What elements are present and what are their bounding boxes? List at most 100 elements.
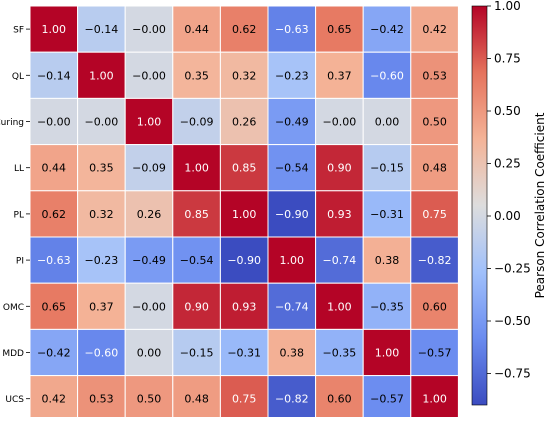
cell-value-label: −0.60 — [370, 69, 404, 82]
cell-value-label: 0.90 — [184, 300, 209, 313]
cell-value-label: −0.00 — [132, 23, 166, 36]
cell-value-label: −0.35 — [370, 300, 404, 313]
heatmap-cell — [29, 190, 79, 238]
cell-value-label: 1.00 — [42, 23, 67, 36]
heatmap-cell — [77, 144, 126, 192]
cell-value-label: −0.57 — [370, 393, 404, 406]
cell-value-label: 0.53 — [422, 69, 447, 82]
heatmap-cell — [219, 282, 269, 330]
cell-value-label: −0.90 — [227, 254, 261, 267]
cell-value-label: 0.75 — [422, 208, 447, 221]
heatmap-cell — [410, 375, 459, 421]
cell-value-label: −0.49 — [275, 116, 309, 129]
heatmap-cell — [410, 51, 459, 99]
heatmap-cell — [29, 328, 79, 377]
cell-value-label: 0.62 — [232, 23, 257, 36]
cell-value-label: −0.82 — [418, 254, 452, 267]
cell-value-label: 1.00 — [422, 393, 447, 406]
cell-value-label: 0.65 — [327, 23, 352, 36]
cell-value-label: 0.48 — [184, 393, 209, 406]
heatmap-cell — [124, 5, 174, 53]
heatmap-cell — [77, 282, 126, 330]
cell-value-label: −0.54 — [275, 162, 309, 175]
heatmap-cells: 1.00 −0.14 −0.00 0.44 0.62 −0.63 0.65 −0.42 0.42… — [29, 5, 459, 421]
heatmap-cell — [315, 328, 364, 377]
cell-value-label: −0.00 — [85, 116, 119, 129]
cell-value-label: 0.90 — [327, 162, 352, 175]
cell-value-label: 0.26 — [232, 116, 257, 129]
colorbar-label: Pearson Correlation Coefficient — [533, 112, 547, 298]
colorbar-tick-label: −0.50 — [494, 314, 531, 328]
heatmap-cell — [315, 190, 364, 238]
cell-value-label: 0.32 — [232, 69, 257, 82]
cell-value-label: −0.15 — [370, 162, 404, 175]
cell-value-label: 0.26 — [137, 208, 162, 221]
y-tick-label: LL — [14, 164, 24, 174]
heatmap-cell — [124, 97, 174, 146]
cell-value-label: −0.00 — [132, 69, 166, 82]
cell-value-label: 0.44 — [42, 162, 67, 175]
heatmap-cell — [267, 190, 317, 238]
heatmap-cell — [172, 375, 221, 421]
cell-value-label: −0.00 — [37, 116, 71, 129]
heatmap-cell — [172, 97, 221, 146]
cell-value-label: 0.38 — [375, 254, 400, 267]
cell-value-label: 0.35 — [89, 162, 114, 175]
cell-value-label: −0.00 — [132, 300, 166, 313]
y-tick-label: PI — [16, 257, 24, 267]
heatmap-cell — [219, 375, 269, 421]
cell-value-label: −0.82 — [275, 393, 309, 406]
cell-value-label: 1.00 — [375, 347, 400, 360]
colorbar-tick-label: −0.25 — [494, 262, 531, 276]
heatmap-cell — [315, 282, 364, 330]
cell-value-label: −0.54 — [180, 254, 214, 267]
cell-value-label: 0.00 — [375, 116, 400, 129]
colorbar-tick-label: −0.75 — [494, 367, 531, 381]
cell-value-label: 0.93 — [327, 208, 352, 221]
heatmap-cell — [219, 51, 269, 99]
y-tick-label: PL — [14, 210, 24, 220]
cell-value-label: 0.65 — [42, 300, 67, 313]
heatmap-cell — [219, 97, 269, 146]
cell-value-label: −0.23 — [275, 69, 309, 82]
heatmap-cell — [362, 236, 412, 284]
heatmap-cell — [77, 236, 126, 284]
cell-value-label: −0.09 — [180, 116, 214, 129]
cell-value-label: 1.00 — [327, 300, 352, 313]
heatmap-cell — [124, 190, 174, 238]
cell-value-label: 0.93 — [232, 300, 257, 313]
heatmap-cell — [410, 190, 459, 238]
heatmap-cell — [315, 51, 364, 99]
cell-value-label: 0.60 — [422, 300, 447, 313]
cell-value-label: 0.50 — [137, 393, 162, 406]
heatmap-cell — [29, 51, 79, 99]
cell-value-label: −0.74 — [323, 254, 357, 267]
cell-value-label: 0.38 — [280, 347, 305, 360]
heatmap-cell — [410, 236, 459, 284]
cell-value-label: 0.37 — [327, 69, 352, 82]
heatmap-cell — [410, 144, 459, 192]
heatmap-cell — [219, 328, 269, 377]
cell-value-label: 0.42 — [42, 393, 67, 406]
heatmap-cell — [124, 51, 174, 99]
cell-value-label: 0.48 — [422, 162, 447, 175]
heatmap-cell — [172, 236, 221, 284]
cell-value-label: −0.90 — [275, 208, 309, 221]
heatmap-cell — [362, 5, 412, 53]
cell-value-label: −0.63 — [275, 23, 309, 36]
cell-value-label: 0.85 — [184, 208, 209, 221]
colorbar-tick-label: 0.50 — [494, 104, 521, 118]
cell-value-label: −0.60 — [85, 347, 119, 360]
heatmap-cell — [410, 97, 459, 146]
cell-value-label: −0.14 — [37, 69, 71, 82]
heatmap-cell — [124, 236, 174, 284]
colorbar-tick-label: 0.25 — [494, 157, 521, 171]
cell-value-label: 0.00 — [137, 347, 162, 360]
cell-value-label: 0.75 — [232, 393, 257, 406]
heatmap-cell — [267, 236, 317, 284]
colorbar-tick-label: 0.00 — [494, 209, 521, 223]
heatmap-cell — [77, 5, 126, 53]
cell-value-label: −0.57 — [418, 347, 452, 360]
cell-value-label: 0.35 — [184, 69, 209, 82]
